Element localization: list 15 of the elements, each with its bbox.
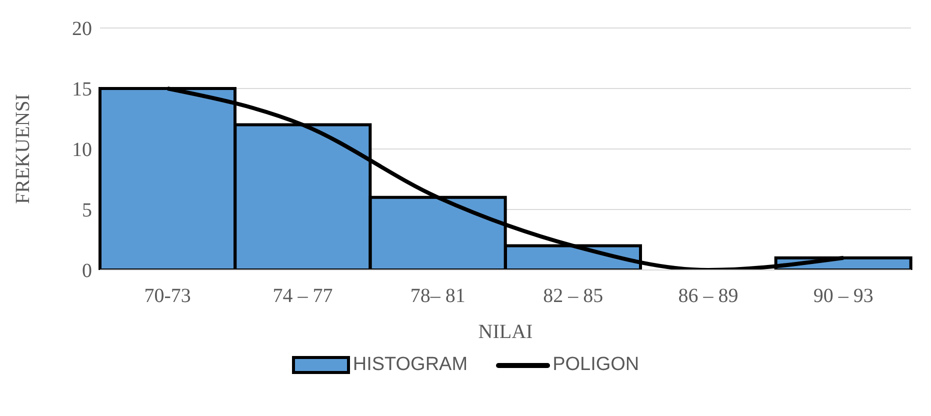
y-tick-label: 20 (72, 18, 92, 40)
legend-label: HISTOGRAM (352, 354, 468, 376)
x-tick-label: 82 – 85 (543, 285, 604, 308)
x-tick-label: 86 – 89 (678, 285, 738, 308)
y-tick-label: 15 (72, 78, 92, 101)
y-tick-label: 0 (82, 260, 92, 282)
x-tick-label: 90 – 93 (813, 285, 874, 308)
x-tick-label: 78– 81 (410, 285, 466, 308)
y-axis-title: FREKUENSI (12, 94, 34, 204)
legend-label: POLIGON (552, 354, 640, 376)
x-tick-label: 70-73 (144, 285, 191, 308)
x-tick-label: 74 – 77 (272, 285, 333, 308)
x-axis-title: NILAI (478, 321, 533, 343)
y-tick-label: 10 (72, 139, 92, 162)
y-tick-label: 5 (82, 200, 92, 222)
